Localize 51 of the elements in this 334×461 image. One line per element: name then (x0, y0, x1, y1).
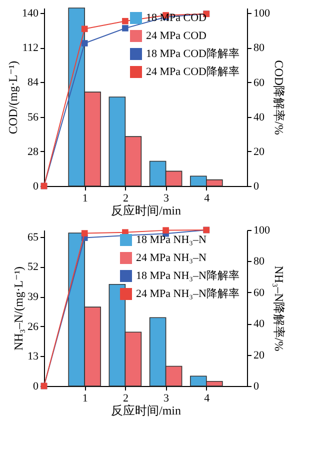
y2-tick-label: 60 (254, 76, 265, 89)
x-tick-label: 4 (204, 392, 210, 404)
point (122, 18, 128, 24)
y-tick-label: 13 (28, 350, 39, 363)
y2-tick-label: 20 (254, 146, 265, 158)
legend-label: 24 MPa NH₃–N (136, 252, 207, 264)
y2-tick-label: 0 (254, 380, 260, 392)
x-tick-label: 3 (164, 392, 170, 404)
x-tick-label: 4 (204, 192, 210, 204)
y-tick-label: 112 (22, 42, 38, 54)
y-axis-title: COD/(mg·L⁻¹) (6, 60, 20, 134)
y2-tick-label: 60 (254, 286, 265, 299)
y2-axis-title: NH₃–N降解率/% (272, 266, 286, 352)
point (81, 40, 88, 46)
y2-tick-label: 100 (254, 8, 270, 20)
y2-tick-label: 80 (254, 256, 265, 268)
legend-label: 24 MPa NH₃–N降解率 (136, 287, 240, 300)
y-tick-label: 28 (28, 146, 39, 158)
legend-label: 18 MPa NH₃–N降解率 (136, 269, 240, 282)
x-tick-label: 1 (82, 392, 88, 404)
y2-tick-label: 100 (254, 224, 270, 236)
y2-tick-label: 0 (254, 180, 260, 192)
y2-tick-label: 40 (254, 318, 265, 330)
y2-tick-label: 40 (254, 111, 265, 124)
legend-label: 18 MPa COD降解率 (146, 47, 240, 60)
y-tick-label: 0 (33, 380, 39, 392)
point (162, 227, 169, 234)
legend-label: 24 MPa COD降解率 (146, 65, 240, 78)
y-tick-label: 52 (28, 261, 38, 274)
point (81, 26, 88, 32)
y-tick-label: 26 (28, 320, 39, 333)
x-tick-label: 2 (122, 392, 128, 404)
y-tick-label: 56 (28, 111, 39, 124)
x-tick-label: 2 (122, 192, 128, 204)
y2-tick-label: 80 (254, 42, 265, 54)
point (122, 25, 128, 32)
y-tick-label: 0 (33, 180, 39, 192)
y-axis-title: NH₃–N/(mg·L⁻¹) (12, 266, 26, 351)
y-tick-label: 140 (22, 7, 39, 20)
x-tick-label: 1 (82, 192, 88, 204)
x-axis-title: 反应时间/min (110, 204, 182, 218)
legend-label: 18 MPa NH₃–N (136, 234, 207, 246)
x-axis-title: 反应时间/min (110, 404, 182, 418)
y-tick-label: 65 (28, 231, 39, 244)
legend-label: 24 MPa COD (146, 30, 207, 42)
y2-tick-label: 20 (254, 349, 265, 362)
y2-axis-title: COD降解率/% (272, 60, 286, 135)
y-tick-label: 84 (28, 76, 39, 89)
point (81, 230, 88, 236)
y-tick-label: 39 (28, 291, 39, 304)
x-tick-label: 3 (164, 192, 170, 204)
